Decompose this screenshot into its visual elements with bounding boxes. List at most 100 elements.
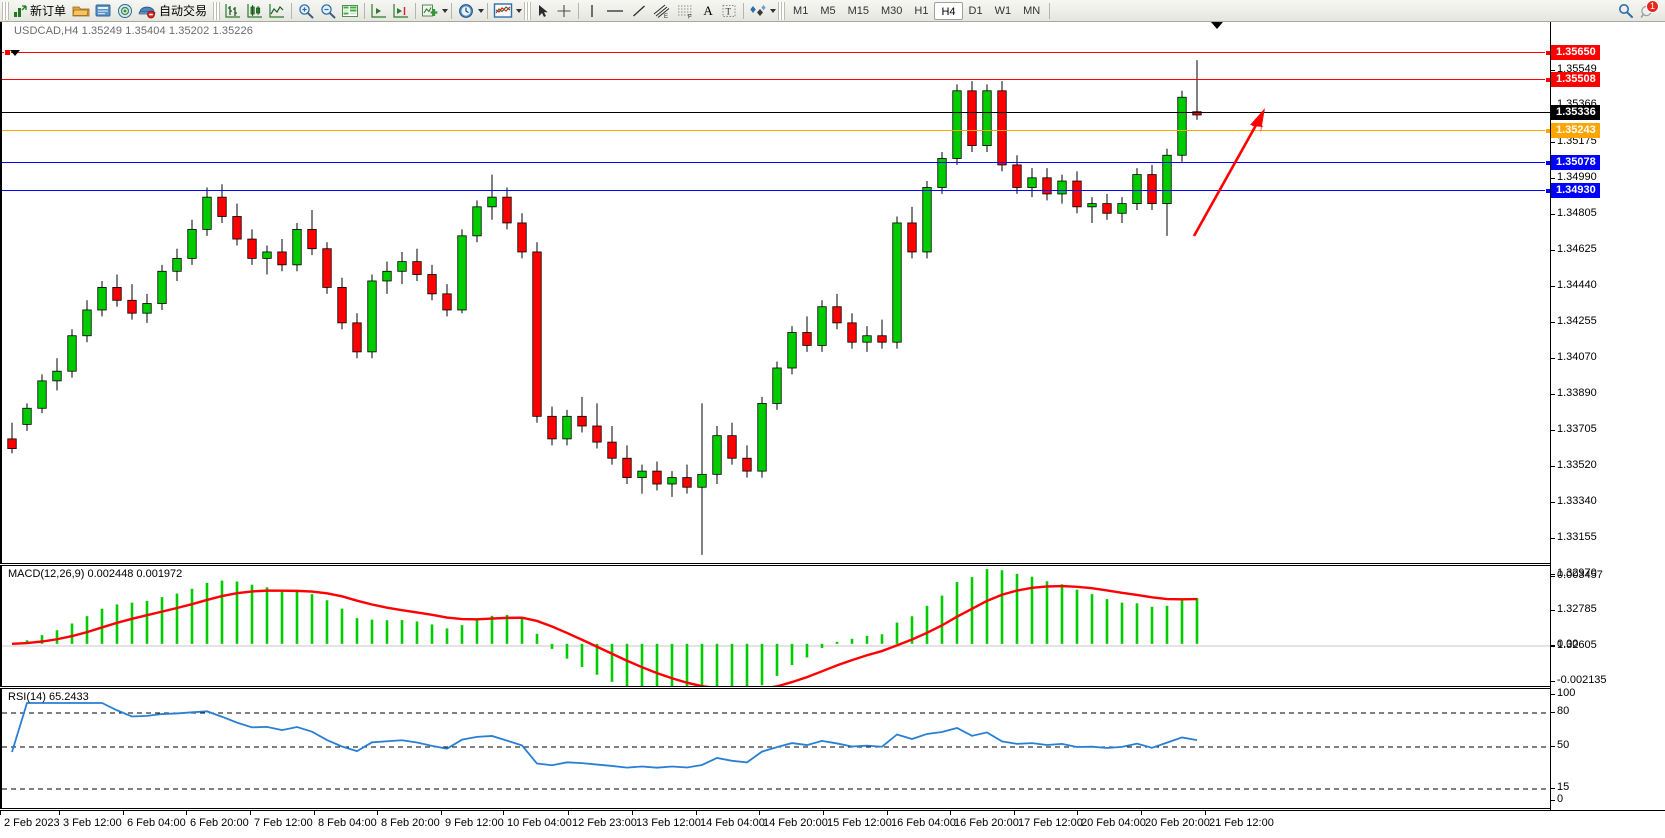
toolbar-grip[interactable] bbox=[2, 1, 9, 20]
bar-chart-button[interactable] bbox=[222, 1, 244, 21]
level-handle[interactable] bbox=[1545, 77, 1550, 83]
price-pane[interactable]: USDCAD,H4 1.35249 1.35404 1.35202 1.3522… bbox=[0, 22, 1550, 564]
level-handle[interactable] bbox=[1545, 128, 1550, 134]
new-order-button[interactable]: 新订单 bbox=[11, 1, 70, 21]
level-handle[interactable] bbox=[1545, 160, 1550, 166]
timeframe-h4[interactable]: H4 bbox=[934, 1, 963, 20]
time-axis-label: 14 Feb 20:00 bbox=[763, 817, 828, 829]
search-button[interactable] bbox=[1615, 1, 1637, 21]
zoom-out-button[interactable] bbox=[317, 1, 339, 21]
level-handle[interactable] bbox=[1545, 188, 1550, 194]
candle-body bbox=[712, 435, 722, 475]
terminal-button[interactable] bbox=[92, 1, 114, 21]
candle-body bbox=[202, 196, 212, 230]
new-order-label: 新订单 bbox=[30, 4, 67, 18]
cursor-button[interactable] bbox=[533, 1, 553, 21]
time-axis-tick bbox=[1014, 811, 1015, 815]
axis-chip-support-2[interactable]: 1.34930 bbox=[1551, 183, 1600, 198]
timeframe-h1[interactable]: H1 bbox=[914, 4, 929, 17]
level-line-resistance-1[interactable] bbox=[2, 77, 1550, 83]
symbol-title: USDCAD,H4 1.35249 1.35404 1.35202 1.3522… bbox=[14, 25, 253, 37]
level-handle[interactable] bbox=[1545, 50, 1550, 56]
templates-dropdown-arrow[interactable] bbox=[516, 8, 523, 13]
timeframe-mn[interactable]: MN bbox=[1023, 4, 1041, 17]
vertical-line-button[interactable] bbox=[582, 1, 602, 21]
templates-button[interactable] bbox=[491, 1, 515, 21]
time-axis[interactable]: 2 Feb 2023 3 Feb 12:00 6 Feb 04:00 6 Feb 20… bbox=[0, 810, 1665, 838]
indicators-button[interactable] bbox=[419, 1, 441, 21]
timeframe-m30[interactable]: M30 bbox=[881, 4, 903, 17]
timeframe-m15[interactable]: M15 bbox=[847, 4, 869, 17]
candle-body bbox=[742, 457, 752, 472]
candle-body bbox=[157, 270, 167, 304]
level-line-support-2[interactable] bbox=[2, 188, 1550, 194]
macd-pane[interactable]: MACD(12,26,9) 0.002448 0.001972 bbox=[0, 565, 1550, 687]
level-line-support-1[interactable] bbox=[2, 160, 1550, 166]
axis-chip-resistance-1[interactable]: 1.35508 bbox=[1551, 72, 1600, 87]
crosshair-button[interactable] bbox=[553, 1, 575, 21]
trendline-button[interactable] bbox=[628, 1, 650, 21]
level-line-resistance-2[interactable] bbox=[2, 50, 1550, 56]
period-dropdown-arrow[interactable] bbox=[478, 8, 485, 13]
shapes-dropdown-arrow[interactable] bbox=[770, 8, 777, 13]
text-button[interactable]: A bbox=[698, 1, 718, 21]
candle-body bbox=[187, 228, 197, 259]
rsi-pane[interactable]: RSI(14) 65.2433 bbox=[0, 688, 1550, 809]
shift-start-button[interactable] bbox=[368, 1, 390, 21]
axis-tick bbox=[1551, 358, 1555, 359]
macd-axis-label: -0.002135 bbox=[1557, 674, 1607, 686]
axis-tick bbox=[1551, 394, 1555, 395]
axis-chip-support-1[interactable]: 1.35078 bbox=[1551, 155, 1600, 170]
candlestick-chart-button[interactable] bbox=[244, 1, 266, 21]
line-chart-icon bbox=[269, 3, 285, 18]
folder-button[interactable] bbox=[70, 1, 92, 21]
timeframe-w1[interactable]: W1 bbox=[994, 4, 1012, 17]
toolbar-grip-4[interactable] bbox=[778, 1, 786, 20]
price-axis-label: 1.33520 bbox=[1557, 459, 1597, 471]
svg-text:E: E bbox=[664, 14, 668, 19]
auto-trading-button[interactable]: 自动交易 bbox=[136, 1, 211, 21]
toolbar-grip-2[interactable] bbox=[213, 1, 221, 20]
candle-body bbox=[142, 303, 152, 314]
indicators-dropdown-arrow[interactable] bbox=[442, 8, 449, 13]
templates-icon bbox=[493, 3, 513, 18]
signals-button[interactable] bbox=[114, 1, 136, 21]
alerts-button[interactable]: 1 bbox=[1637, 0, 1659, 21]
candle-body bbox=[262, 251, 272, 259]
candle-body bbox=[22, 407, 32, 425]
terminal-icon bbox=[95, 4, 111, 16]
candle-body bbox=[472, 206, 482, 237]
axis-chip-resistance-2[interactable]: 1.35650 bbox=[1551, 45, 1600, 60]
axis-tick bbox=[1551, 800, 1555, 801]
data-window-button[interactable] bbox=[339, 1, 361, 21]
axis-chip-pivot[interactable]: 1.35243 bbox=[1551, 123, 1600, 138]
candle-body bbox=[877, 335, 887, 343]
toolbar-grip-3[interactable] bbox=[524, 1, 532, 20]
time-axis-label: 13 Feb 12:00 bbox=[636, 817, 701, 829]
candle-body bbox=[1177, 96, 1187, 156]
line-chart-button[interactable] bbox=[266, 1, 288, 21]
time-axis-tick bbox=[250, 811, 251, 815]
auto-trading-label: 自动交易 bbox=[159, 4, 208, 18]
period-button[interactable] bbox=[455, 1, 477, 21]
zoom-in-button[interactable] bbox=[295, 1, 317, 21]
equidistant-channel-button[interactable]: E bbox=[650, 1, 674, 21]
shift-end-button[interactable] bbox=[390, 1, 412, 21]
shapes-button[interactable] bbox=[747, 1, 769, 21]
horizontal-line-button[interactable] bbox=[602, 1, 628, 21]
time-axis-label: 7 Feb 12:00 bbox=[254, 817, 313, 829]
text-label-button[interactable]: T bbox=[718, 1, 740, 21]
timeframe-d1[interactable]: D1 bbox=[968, 4, 983, 17]
timeframe-m1[interactable]: M1 bbox=[793, 4, 809, 17]
level-line-pivot[interactable] bbox=[2, 128, 1550, 134]
candle-body bbox=[562, 415, 572, 440]
fibonacci-button[interactable]: F bbox=[674, 1, 698, 21]
macd-axis-label: 0.003457 bbox=[1557, 569, 1603, 581]
candle-body bbox=[997, 90, 1007, 166]
candle-body bbox=[37, 380, 47, 409]
textlabel-icon: T bbox=[722, 4, 736, 17]
price-axis-column[interactable]: 1.35549 1.35366 1.35175 1.34990 1.34805 1.346… bbox=[1550, 22, 1665, 838]
candle-body bbox=[442, 293, 452, 311]
candle-body bbox=[232, 216, 242, 240]
timeframe-m5[interactable]: M5 bbox=[820, 4, 836, 17]
